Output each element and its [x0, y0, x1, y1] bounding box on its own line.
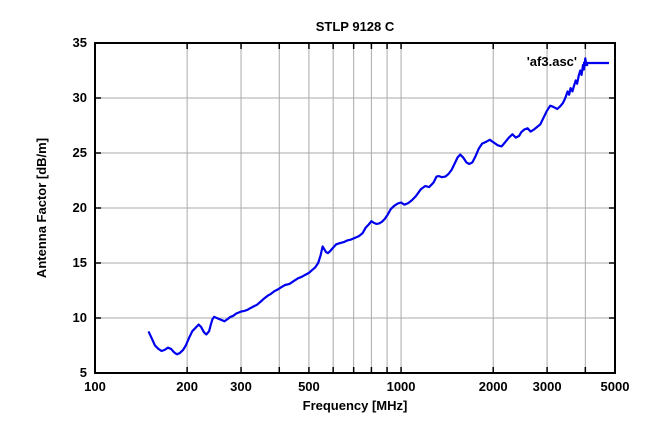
x-tick-label: 2000 [478, 379, 508, 394]
x-tick-label: 300 [230, 379, 252, 394]
legend-label: 'af3.asc' [526, 54, 577, 69]
x-axis-label: Frequency [MHz] [302, 398, 408, 413]
chart-title: STLP 9128 C [315, 19, 395, 34]
y-tick-label: 20 [72, 200, 87, 215]
y-tick-label: 25 [72, 145, 87, 160]
y-tick-label: 15 [72, 255, 87, 270]
y-tick-label: 5 [79, 365, 87, 380]
x-tick-label: 3000 [532, 379, 562, 394]
x-tick-label: 1000 [386, 379, 416, 394]
y-tick-label: 30 [72, 90, 87, 105]
plot-border [94, 42, 616, 374]
data-curve [147, 57, 589, 356]
x-tick-label: 500 [298, 379, 320, 394]
x-tick-label: 5000 [600, 379, 630, 394]
x-tick-label: 200 [176, 379, 198, 394]
x-tick-label: 100 [84, 379, 106, 394]
y-tick-label: 35 [72, 35, 87, 50]
y-tick-label: 10 [72, 310, 87, 325]
